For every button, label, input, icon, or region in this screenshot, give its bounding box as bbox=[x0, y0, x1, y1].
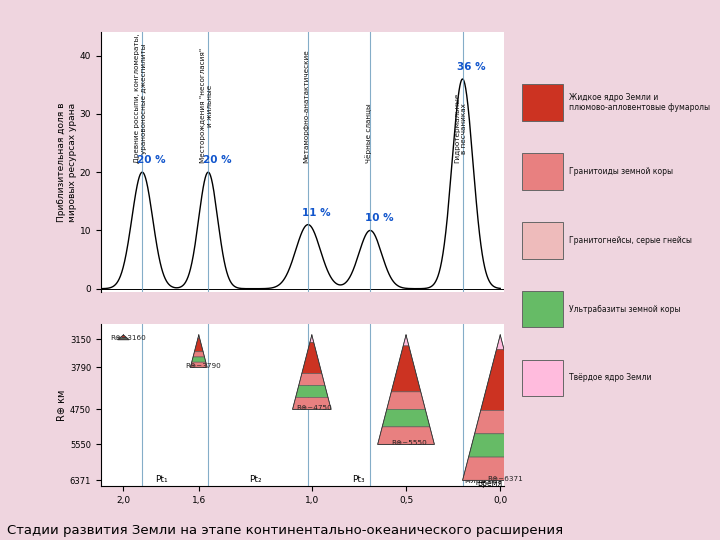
Polygon shape bbox=[474, 410, 526, 434]
Text: млрд лет: млрд лет bbox=[465, 476, 502, 485]
Y-axis label: Приблизительная доля в
мировых ресурсах урана: Приблизительная доля в мировых ресурсах … bbox=[58, 102, 77, 222]
Text: R⊕~4750: R⊕~4750 bbox=[297, 404, 333, 411]
Polygon shape bbox=[481, 349, 520, 410]
Polygon shape bbox=[310, 335, 314, 342]
Polygon shape bbox=[387, 392, 426, 409]
Text: Жидкое ядро Земли и
плюмово-апловентовые фумаролы: Жидкое ядро Земли и плюмово-апловентовые… bbox=[569, 93, 710, 112]
Text: 20 %: 20 % bbox=[202, 155, 231, 165]
Text: Время: Время bbox=[477, 480, 502, 488]
Text: R⊕~6371: R⊕~6371 bbox=[487, 476, 523, 482]
Polygon shape bbox=[302, 342, 322, 374]
Y-axis label: R⊕ км: R⊕ км bbox=[57, 389, 67, 421]
Text: Pt₃: Pt₃ bbox=[353, 475, 365, 484]
Text: Твёрдое ядро Земли: Твёрдое ядро Земли bbox=[569, 374, 652, 382]
Bar bbox=[522, 360, 563, 396]
Text: Древние россыпи, конгломераты,
урановоносные джеспилиты: Древние россыпи, конгломераты, урановоно… bbox=[134, 34, 147, 164]
Text: Метаморфно-анатактические: Метаморфно-анатактические bbox=[303, 50, 309, 164]
Polygon shape bbox=[193, 352, 204, 357]
Text: Pt₁: Pt₁ bbox=[155, 475, 168, 484]
Text: 10 %: 10 % bbox=[364, 213, 393, 224]
Polygon shape bbox=[192, 357, 206, 362]
Polygon shape bbox=[120, 335, 126, 338]
Polygon shape bbox=[118, 339, 129, 340]
Polygon shape bbox=[403, 335, 409, 346]
Text: Pt₂: Pt₂ bbox=[249, 475, 261, 484]
Text: Стадии развития Земли на этапе континентально-океанического расширения: Стадии развития Земли на этапе континент… bbox=[7, 524, 563, 537]
Bar bbox=[522, 291, 563, 327]
Text: R⊕~5550: R⊕~5550 bbox=[391, 440, 427, 445]
Polygon shape bbox=[469, 434, 532, 457]
Text: 36 %: 36 % bbox=[457, 62, 485, 72]
Text: Гранитогнейсы, серые гнейсы: Гранитогнейсы, серые гнейсы bbox=[569, 236, 692, 245]
Text: Месторождения "несогласия"
и жильные: Месторождения "несогласия" и жильные bbox=[200, 48, 213, 164]
Polygon shape bbox=[292, 397, 331, 409]
Text: Гидротермальные
в песчаниках: Гидротермальные в песчаниках bbox=[454, 93, 467, 164]
Text: Чёрные сланцы: Чёрные сланцы bbox=[365, 104, 372, 164]
Polygon shape bbox=[296, 386, 328, 397]
Polygon shape bbox=[391, 346, 420, 392]
Bar bbox=[522, 84, 563, 121]
Polygon shape bbox=[119, 338, 128, 339]
Polygon shape bbox=[462, 457, 538, 481]
Polygon shape bbox=[382, 409, 430, 427]
Text: R⊕~3790: R⊕~3790 bbox=[186, 363, 221, 369]
Polygon shape bbox=[497, 335, 504, 349]
Polygon shape bbox=[299, 374, 325, 386]
Text: Ультрабазиты земной коры: Ультрабазиты земной коры bbox=[569, 305, 680, 314]
Polygon shape bbox=[378, 427, 434, 444]
Bar bbox=[522, 222, 563, 259]
Text: R⊕~3160: R⊕~3160 bbox=[110, 335, 146, 341]
Polygon shape bbox=[194, 338, 203, 352]
Text: 11 %: 11 % bbox=[302, 207, 331, 218]
Text: Гранитоиды земной коры: Гранитоиды земной коры bbox=[569, 167, 673, 176]
Polygon shape bbox=[190, 362, 207, 367]
Text: 20 %: 20 % bbox=[137, 155, 165, 165]
Polygon shape bbox=[198, 335, 199, 338]
Bar bbox=[522, 153, 563, 190]
